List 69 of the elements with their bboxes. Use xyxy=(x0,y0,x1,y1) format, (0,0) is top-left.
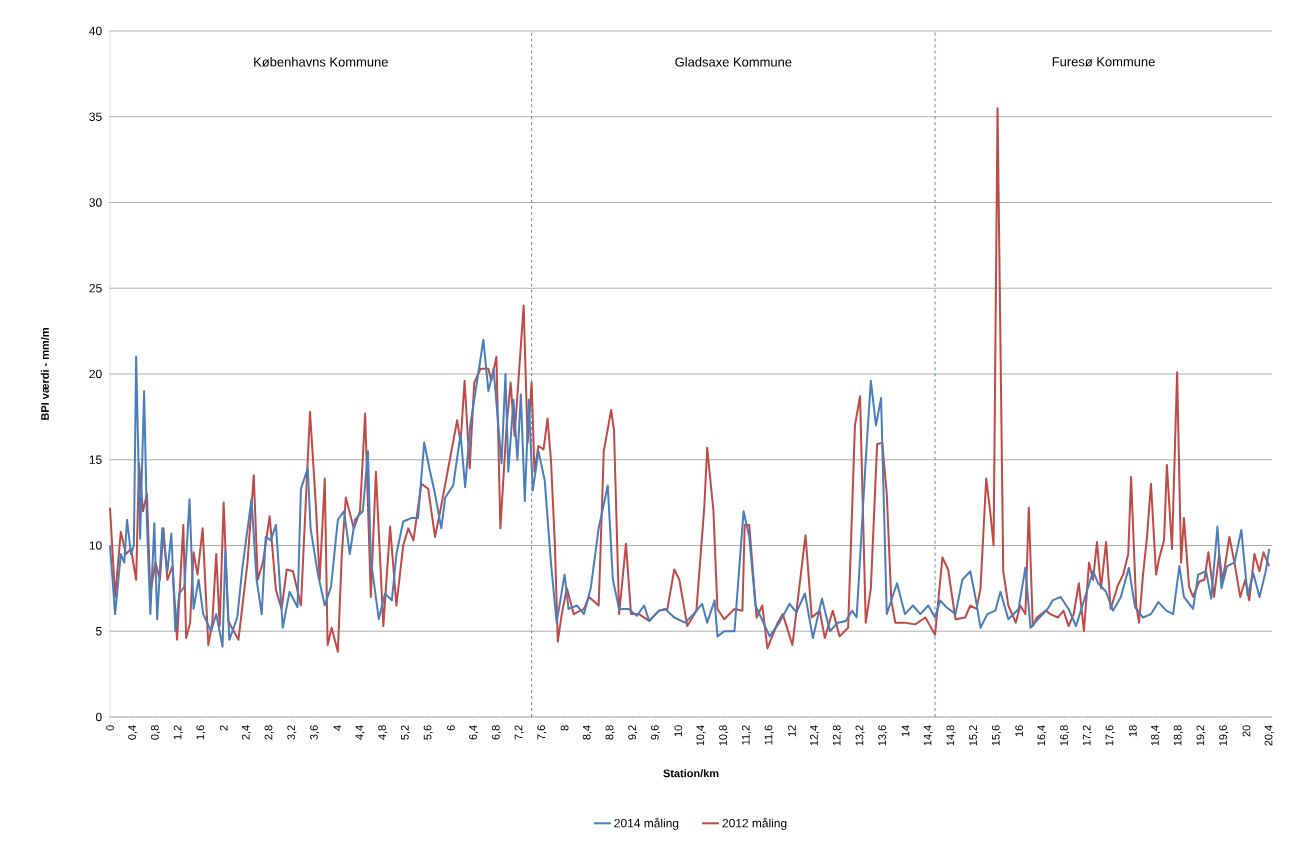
x-tick-label: 11,6 xyxy=(764,725,774,745)
x-tick-label: 18,4 xyxy=(1151,725,1161,746)
y-tick-label: 10 xyxy=(89,541,102,550)
x-tick-label: 0,8 xyxy=(150,725,160,740)
x-tick-label: 20,4 xyxy=(1264,725,1274,746)
x-tick-label: 14,8 xyxy=(946,725,956,746)
x-tick-label: 4,8 xyxy=(378,725,388,740)
x-tick-label: 8,4 xyxy=(582,725,592,740)
y-tick-label: 0 xyxy=(95,712,102,722)
x-tick-label: 16 xyxy=(1015,725,1024,737)
x-tick-label: 2 xyxy=(219,725,228,731)
y-tick-label: 5 xyxy=(95,627,102,636)
x-tick-label: 17,6 xyxy=(1105,725,1115,746)
x-tick-label: 2,8 xyxy=(264,725,274,740)
y-tick-label: 20 xyxy=(89,369,102,379)
x-tick-label: 16,4 xyxy=(1037,725,1047,746)
x-tick-label: 10 xyxy=(674,725,683,737)
x-tick-label: 16,8 xyxy=(1060,725,1070,746)
x-tick-label: 13,6 xyxy=(878,725,888,746)
x-tick-label: 19,2 xyxy=(1196,725,1206,746)
x-tick-label: 6 xyxy=(447,725,455,731)
y-tick-label: 15 xyxy=(89,455,102,464)
x-tick-label: 3,2 xyxy=(287,725,297,740)
y-tick-label: 35 xyxy=(89,112,102,121)
x-tick-label: 10,8 xyxy=(719,725,729,746)
line-series xyxy=(109,107,1271,653)
x-tick-label: 9,6 xyxy=(650,725,661,740)
x-tick-label: 20 xyxy=(1242,725,1251,737)
x-tick-label: 14,4 xyxy=(923,725,933,746)
x-tick-label: 12,4 xyxy=(810,725,820,746)
x-tick-label: 3,6 xyxy=(310,725,320,740)
x-tick-label: 5,2 xyxy=(400,725,411,740)
x-tick-label: 9,2 xyxy=(628,725,638,740)
x-axis-title: Station/km xyxy=(663,769,719,778)
legend-label: 2012 måling xyxy=(722,817,787,830)
x-tick-label: 18,8 xyxy=(1173,725,1183,746)
x-tick-label: 7,6 xyxy=(537,725,547,740)
x-tick-label: 7,2 xyxy=(514,725,524,740)
x-tick-label: 18 xyxy=(1128,725,1137,737)
x-tick-label: 19,6 xyxy=(1219,725,1229,746)
x-tick-label: 6,8 xyxy=(491,725,501,740)
legend-label: 2014 måling xyxy=(614,817,679,830)
x-tick-label: 11,2 xyxy=(741,725,751,745)
annotation: Gladsaxe Kommune xyxy=(675,57,792,67)
x-tick-label: 12,8 xyxy=(832,725,842,746)
y-tick-label: 40 xyxy=(89,26,102,36)
x-tick-label: 4 xyxy=(333,725,342,731)
y-axis-title: BPI værdi - mm/m xyxy=(40,328,50,420)
x-tick-label: 6,4 xyxy=(469,725,479,740)
x-tick-label: 14 xyxy=(901,725,910,737)
x-tick-label: 8 xyxy=(560,725,569,731)
x-tick-label: 1,2 xyxy=(173,725,183,740)
x-tick-label: 4,4 xyxy=(355,725,365,740)
x-tick-label: 0,4 xyxy=(128,725,138,740)
x-tick-label: 10,4 xyxy=(696,725,706,746)
x-tick-label: 2,4 xyxy=(241,725,251,740)
y-tick-label: 30 xyxy=(89,198,102,207)
x-tick-label: 0 xyxy=(106,725,114,731)
y-tick-label: 25 xyxy=(89,284,102,293)
x-tick-label: 5,6 xyxy=(423,725,433,740)
x-tick-label: 17,2 xyxy=(1082,725,1092,746)
x-tick-label: 13,2 xyxy=(855,725,865,746)
x-tick-label: 15,2 xyxy=(969,725,979,746)
x-tick-label: 8,8 xyxy=(605,725,615,740)
annotation: Københavns Kommune xyxy=(254,57,388,67)
x-tick-label: 1,6 xyxy=(196,725,206,740)
x-tick-label: 15,6 xyxy=(991,725,1001,746)
annotation: Furesø Kommune xyxy=(1052,57,1155,67)
x-tick-label: 12 xyxy=(788,725,796,737)
